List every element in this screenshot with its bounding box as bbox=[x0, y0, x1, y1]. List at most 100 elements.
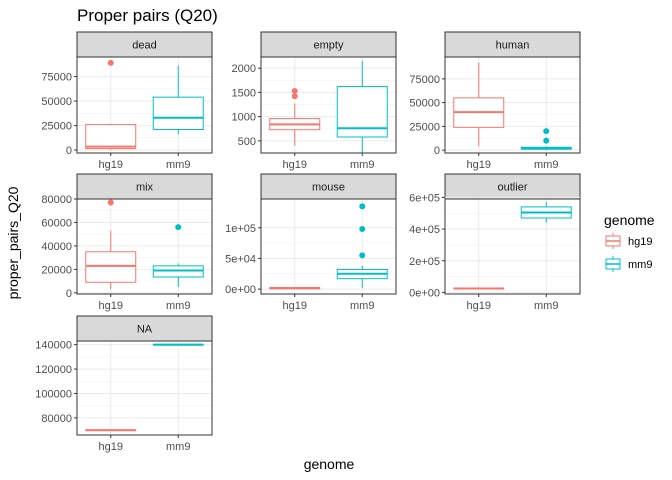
box-hg19 bbox=[85, 199, 137, 290]
y-tick-label: 5e+04 bbox=[225, 253, 256, 265]
box-iqr bbox=[152, 96, 204, 130]
x-tick-label: hg19 bbox=[467, 300, 491, 312]
panel-border bbox=[76, 56, 213, 154]
x-tick-label: mm9 bbox=[166, 159, 190, 171]
outlier-point bbox=[291, 93, 298, 100]
facet-panel-human: human 0 25000 50000 75000 hg19 mm9 bbox=[409, 31, 581, 171]
y-tick-label: 0 bbox=[434, 145, 440, 157]
facet-strip bbox=[76, 31, 213, 58]
y-tick-label: 120000 bbox=[35, 364, 72, 376]
chart-title: Proper pairs (Q20) bbox=[77, 6, 218, 25]
panel-border bbox=[76, 198, 213, 295]
y-tick-label: 500 bbox=[238, 136, 256, 148]
x-tick-label: hg19 bbox=[99, 300, 123, 312]
y-tick-label: 75000 bbox=[41, 72, 72, 84]
y-tick-label: 50000 bbox=[41, 96, 72, 108]
y-tick-label: 100000 bbox=[35, 388, 72, 400]
x-tick-label: mm9 bbox=[350, 159, 374, 171]
facet-panel-na: NA 80000 100000 120000 140000 hg19 mm9 bbox=[35, 315, 213, 453]
x-axis-title: genome bbox=[304, 456, 355, 472]
box-hg19 bbox=[269, 287, 321, 290]
panel-border bbox=[444, 198, 581, 295]
y-tick-label: 2000 bbox=[232, 63, 256, 75]
y-axis-title: proper_pairs_Q20 bbox=[5, 186, 21, 299]
facet-strip bbox=[76, 173, 213, 200]
box-mm9 bbox=[520, 128, 572, 151]
y-tick-label: 1500 bbox=[232, 87, 256, 99]
y-tick-label: 0 bbox=[66, 145, 72, 157]
x-tick-label: mm9 bbox=[166, 441, 190, 453]
y-tick-label: 6e+05 bbox=[409, 192, 440, 204]
box-mm9 bbox=[336, 60, 388, 156]
facet-strip-label: empty bbox=[314, 40, 344, 52]
facet-strip-label: mouse bbox=[312, 182, 345, 194]
y-tick-label: 20000 bbox=[41, 264, 72, 276]
legend-entry-hg19: hg19 bbox=[604, 232, 652, 250]
box-hg19 bbox=[85, 429, 137, 432]
box-iqr bbox=[85, 251, 137, 283]
box-mm9 bbox=[520, 202, 572, 223]
y-tick-label: 40000 bbox=[41, 241, 72, 253]
outlier-point bbox=[291, 87, 298, 94]
y-tick-label: 25000 bbox=[409, 121, 440, 133]
facet-panel-dead: dead 0 25000 50000 75000 hg19 mm9 bbox=[41, 31, 213, 171]
outlier-point bbox=[543, 128, 550, 135]
y-tick-label: 80000 bbox=[41, 194, 72, 206]
panel-border bbox=[260, 56, 397, 154]
y-tick-label: 2e+05 bbox=[409, 256, 440, 268]
legend-label: hg19 bbox=[628, 236, 652, 248]
facet-strip bbox=[444, 173, 581, 200]
x-tick-label: hg19 bbox=[283, 159, 307, 171]
x-tick-label: mm9 bbox=[166, 300, 190, 312]
facet-strip-label: dead bbox=[132, 40, 156, 52]
legend-title: genome bbox=[604, 212, 655, 228]
facet-panels: dead 0 25000 50000 75000 hg19 mm9 empty 500 1000 1… bbox=[35, 31, 581, 453]
y-tick-label: 140000 bbox=[35, 340, 72, 352]
x-tick-label: hg19 bbox=[283, 300, 307, 312]
y-tick-label: 4e+05 bbox=[409, 224, 440, 236]
y-tick-label: 50000 bbox=[409, 98, 440, 110]
box-iqr bbox=[85, 124, 137, 150]
legend-label: mm9 bbox=[628, 259, 652, 271]
box-hg19 bbox=[453, 287, 505, 290]
facet-panel-mouse: mouse 0e+00 5e+04 1e+05 hg19 mm9 bbox=[225, 173, 397, 312]
facet-strip bbox=[444, 31, 581, 58]
x-tick-label: hg19 bbox=[99, 159, 123, 171]
y-tick-label: 0 bbox=[66, 288, 72, 300]
y-tick-label: 0e+00 bbox=[409, 287, 440, 299]
facet-strip bbox=[260, 31, 397, 58]
facet-strip bbox=[260, 173, 397, 200]
facet-strip-label: NA bbox=[137, 324, 153, 336]
y-tick-label: 75000 bbox=[409, 74, 440, 86]
outlier-point bbox=[543, 137, 550, 144]
panel-border bbox=[76, 340, 213, 436]
y-tick-label: 25000 bbox=[41, 121, 72, 133]
y-tick-label: 1000 bbox=[232, 112, 256, 124]
box-mm9 bbox=[152, 343, 204, 346]
box-mm9 bbox=[152, 224, 204, 287]
facet-strip-label: mix bbox=[136, 182, 154, 194]
x-tick-label: mm9 bbox=[350, 300, 374, 312]
facet-strip-label: outlier bbox=[498, 182, 528, 194]
box-mm9 bbox=[336, 203, 388, 288]
facet-panel-mix: mix 0 20000 40000 60000 80000 hg19 mm9 bbox=[41, 173, 213, 312]
facet-strip bbox=[76, 315, 213, 342]
box-mm9 bbox=[152, 65, 204, 135]
x-tick-label: hg19 bbox=[467, 159, 491, 171]
y-tick-label: 60000 bbox=[41, 217, 72, 229]
legend-entry-mm9: mm9 bbox=[604, 255, 652, 273]
y-tick-label: 80000 bbox=[41, 413, 72, 425]
outlier-point bbox=[359, 226, 366, 233]
panel-background bbox=[261, 199, 396, 294]
x-tick-label: mm9 bbox=[534, 159, 558, 171]
outlier-point bbox=[175, 224, 182, 231]
outlier-point bbox=[359, 252, 366, 259]
box-iqr bbox=[336, 86, 388, 138]
x-tick-label: hg19 bbox=[99, 441, 123, 453]
panel-background bbox=[77, 341, 212, 435]
outlier-point bbox=[107, 59, 114, 66]
facet-panel-empty: empty 500 1000 1500 2000 hg19 mm9 bbox=[232, 31, 397, 171]
facet-strip-label: human bbox=[496, 40, 530, 52]
